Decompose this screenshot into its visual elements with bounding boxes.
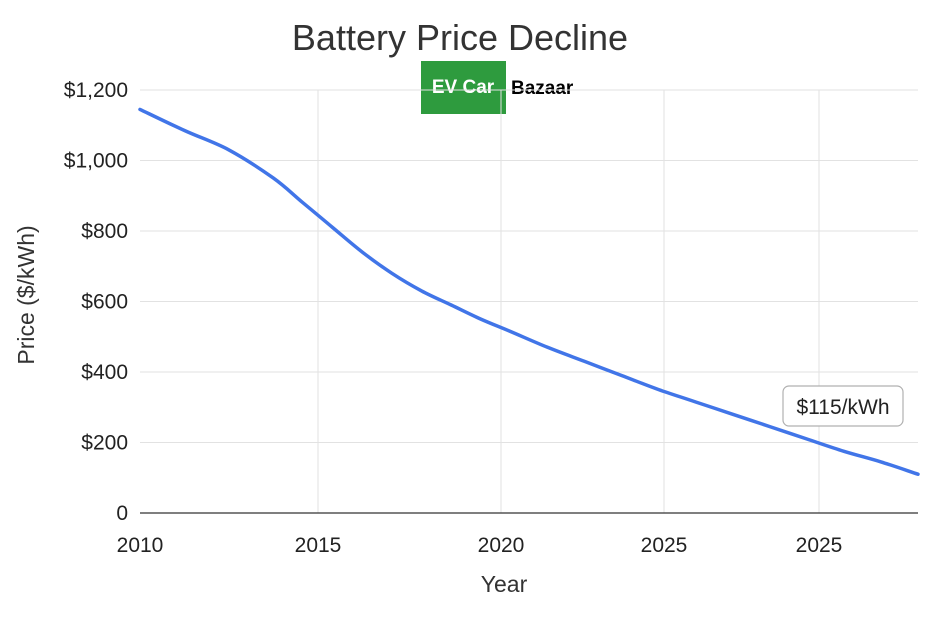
y-tick-label: $200 <box>81 432 128 455</box>
x-tick-label: 2020 <box>478 534 525 557</box>
logo: EV Car Bazaar <box>421 61 574 114</box>
y-tick-label: $400 <box>81 361 128 384</box>
x-tick-label: 2015 <box>295 534 342 557</box>
logo-text-ev-car: EV Car <box>432 77 495 98</box>
grid <box>140 89 918 513</box>
callout-box <box>782 385 904 427</box>
x-axis-label: Year <box>481 571 528 597</box>
chart-title: Battery Price Decline <box>292 17 628 58</box>
y-axis-ticks: 0 $200 $400 $600 $800 $1,000 $1,200 <box>64 79 128 525</box>
callout-115: $115/kWh <box>782 385 904 427</box>
series-line-price <box>138 107 920 476</box>
logo-badge <box>421 61 506 114</box>
y-tick-label: $600 <box>81 291 128 314</box>
y-tick-label: $800 <box>81 220 128 243</box>
callout-label: $115/kWh <box>797 396 890 419</box>
y-axis-label: Price ($/kWh) <box>13 225 39 364</box>
x-tick-label: 2025 <box>796 534 843 557</box>
y-tick-label: $1,200 <box>64 79 128 102</box>
logo-text-bazaar: Bazaar <box>511 78 574 99</box>
x-axis-ticks: 2010 2015 2020 2025 2025 <box>117 534 843 557</box>
y-tick-label: 0 <box>116 502 128 525</box>
y-tick-label: $1,000 <box>64 150 128 173</box>
x-tick-label: 2010 <box>117 534 164 557</box>
x-tick-label: 2025 <box>641 534 688 557</box>
